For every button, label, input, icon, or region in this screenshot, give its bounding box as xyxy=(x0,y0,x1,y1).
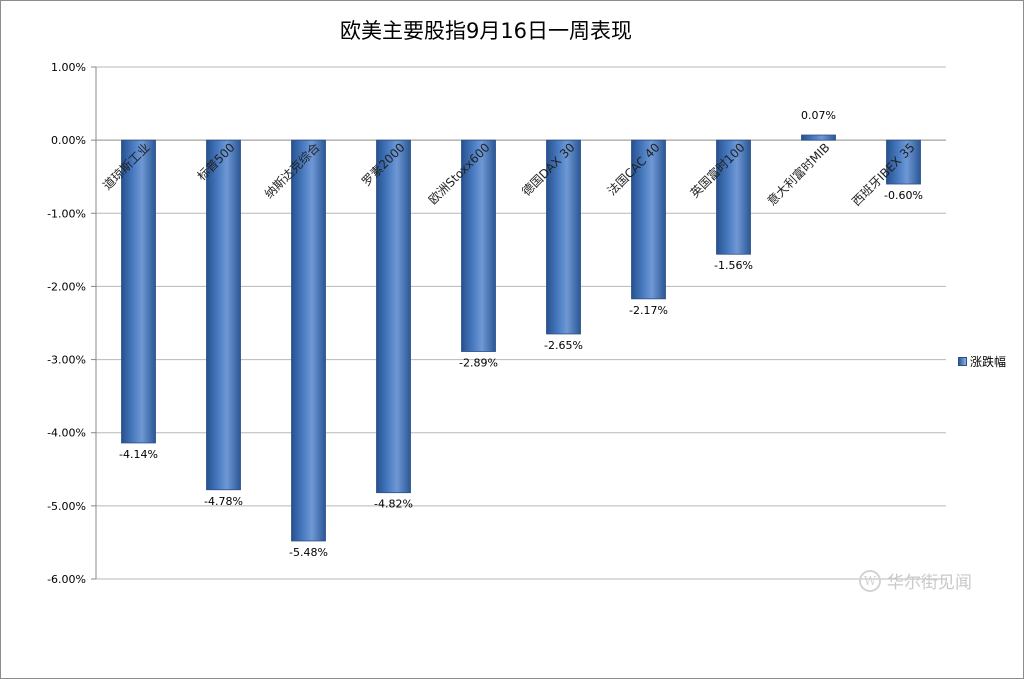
bar xyxy=(631,139,666,300)
watermark-logo-icon: W xyxy=(859,569,881,592)
data-label: -1.56% xyxy=(714,259,753,272)
bar xyxy=(886,139,921,185)
data-label: -2.89% xyxy=(459,357,498,370)
y-tick-label: -3.00% xyxy=(47,354,86,367)
bar xyxy=(206,139,241,491)
bar xyxy=(546,139,581,335)
watermark: W 华尔街见闻 xyxy=(859,568,972,593)
chart-title: 欧美主要股指9月16日一周表现 xyxy=(339,19,633,43)
watermark-text: 华尔街见闻 xyxy=(887,573,972,593)
y-tick-label: -1.00% xyxy=(47,207,86,220)
data-label: -4.82% xyxy=(374,498,413,511)
legend-swatch xyxy=(958,357,967,366)
y-tick-label: -5.00% xyxy=(47,500,86,513)
legend: 涨跌幅 xyxy=(958,353,1006,370)
y-tick-label: 1.00% xyxy=(51,61,86,74)
data-label: -4.14% xyxy=(119,448,158,461)
bar xyxy=(291,139,326,542)
data-label: -4.78% xyxy=(204,495,243,508)
bar xyxy=(461,139,496,352)
bars xyxy=(121,134,921,542)
bar xyxy=(121,139,156,444)
category-label: 意大利富时MIB xyxy=(764,140,833,209)
y-tick-label: -2.00% xyxy=(47,280,86,293)
bar xyxy=(716,139,751,255)
bar xyxy=(801,134,836,141)
bar xyxy=(376,139,411,494)
y-tick-label: 0.00% xyxy=(51,134,86,147)
data-label: 0.07% xyxy=(801,109,836,122)
data-label: -0.60% xyxy=(884,189,923,202)
y-tick-label: -6.00% xyxy=(47,573,86,586)
data-label: -2.17% xyxy=(629,304,668,317)
data-label: -5.48% xyxy=(289,546,328,559)
data-label: -2.65% xyxy=(544,339,583,352)
legend-label: 涨跌幅 xyxy=(970,355,1007,369)
y-tick-label: -4.00% xyxy=(47,427,86,440)
